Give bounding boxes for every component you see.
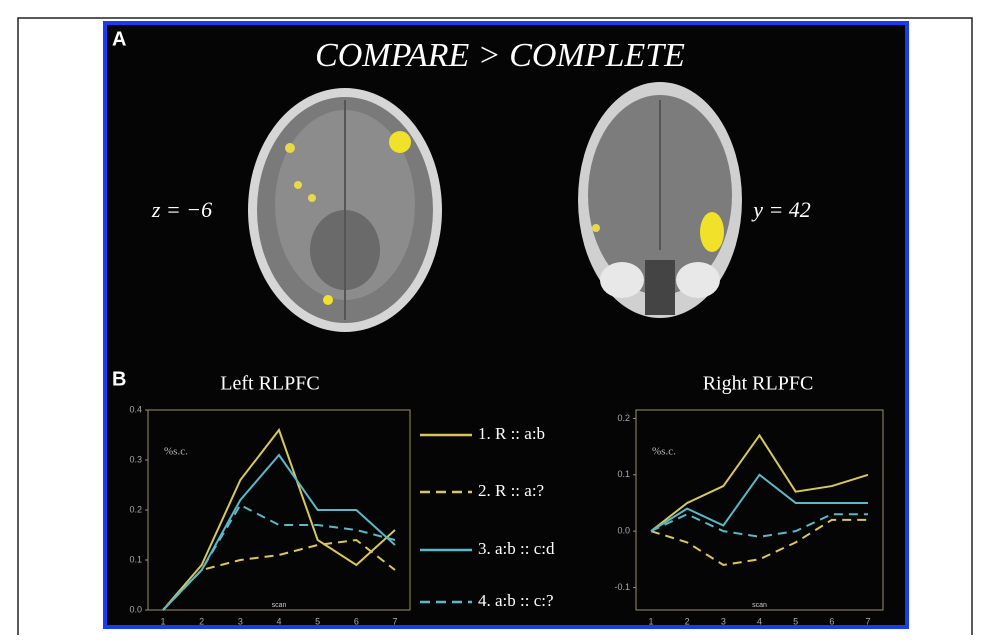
x-tick-label: 1 [648, 616, 653, 626]
coronal-brain [578, 82, 742, 318]
series-line [162, 453, 396, 611]
x-tick-label: 1 [160, 616, 165, 626]
series-line [650, 433, 869, 532]
y-axis-label: %s.c. [652, 446, 676, 458]
legend-label: 1. R :: a:b [478, 424, 545, 443]
figure-panel [103, 21, 909, 629]
x-tick-label: 7 [865, 616, 870, 626]
x-tick-label: 7 [392, 616, 397, 626]
chart-title: Right RLPFC [703, 373, 814, 395]
x-tick-label: 3 [721, 616, 726, 626]
x-tick-label: 2 [199, 616, 204, 626]
x-tick-label: 5 [315, 616, 320, 626]
x-tick-label: 3 [238, 616, 243, 626]
slice-label: y = 42 [751, 197, 811, 222]
y-tick-label: 0.0 [617, 526, 630, 536]
y-tick-label: 0.4 [129, 404, 142, 414]
panel-label: B [112, 368, 126, 390]
legend-label: 2. R :: a:? [478, 481, 544, 500]
y-tick-label: 0.2 [617, 413, 630, 423]
legend-label: 4. a:b :: c:? [478, 591, 554, 610]
y-tick-label: 0.1 [129, 554, 142, 564]
x-tick-label: 6 [829, 616, 834, 626]
x-tick-label: 5 [793, 616, 798, 626]
y-tick-label: 0.0 [129, 604, 142, 614]
panel-label: A [112, 28, 126, 50]
series-line [650, 518, 868, 566]
y-tick-label: 0.3 [129, 454, 142, 464]
y-tick-label: 0.2 [129, 504, 142, 514]
x-axis-label: scan [272, 602, 287, 609]
x-tick-label: 4 [757, 616, 762, 626]
y-tick-label: 0.1 [617, 469, 630, 479]
axial-brain [248, 88, 442, 332]
legend-label: 3. a:b :: c:d [478, 539, 555, 558]
y-axis-label: %s.c. [164, 446, 188, 458]
panel-title: COMPARE > COMPLETE [315, 37, 685, 74]
series-line [650, 473, 868, 532]
x-tick-label: 2 [685, 616, 690, 626]
x-tick-label: 6 [354, 616, 359, 626]
x-tick-label: 4 [276, 616, 281, 626]
y-tick-label: -0.1 [614, 582, 630, 592]
chart-title: Left RLPFC [220, 373, 319, 395]
slice-label: z = −6 [151, 197, 212, 222]
series-line [162, 538, 396, 611]
plot-frame [635, 409, 884, 611]
x-axis-label: scan [752, 602, 767, 609]
series-line [162, 427, 396, 611]
page-frame [17, 17, 973, 635]
